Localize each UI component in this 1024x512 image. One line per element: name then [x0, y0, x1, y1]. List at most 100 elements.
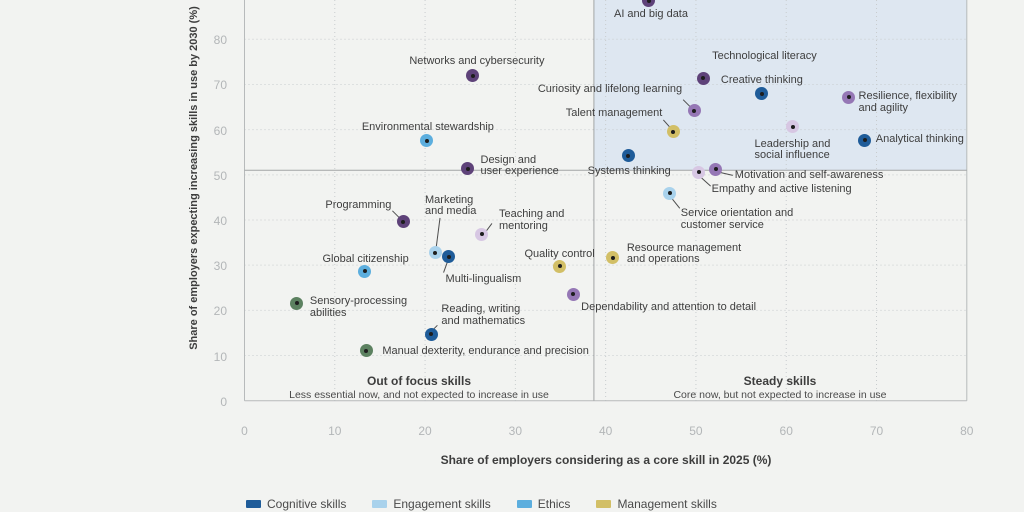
legend-swatch-icon	[516, 500, 532, 508]
point-label: Resilience, flexibility and agility	[858, 90, 957, 114]
data-point-center	[713, 167, 718, 172]
point-label: Sensory-processing abilities	[309, 295, 408, 319]
x-tick-label: 50	[689, 424, 703, 438]
data-point[interactable]	[358, 264, 372, 278]
data-point-center	[610, 255, 615, 260]
data-point-center	[470, 73, 475, 78]
point-label: AI and big data	[613, 7, 688, 20]
data-point[interactable]	[663, 186, 677, 200]
point-label: Multi-lingualism	[445, 272, 522, 285]
data-point-center	[362, 269, 367, 274]
leader-line	[700, 176, 711, 187]
data-point[interactable]	[428, 246, 442, 260]
legend: Cognitive skills Engagement skills Ethics M…	[246, 497, 717, 511]
leader-line	[671, 198, 681, 209]
data-point-center	[479, 232, 484, 237]
data-point[interactable]	[424, 327, 438, 341]
y-tick-label: 10	[213, 349, 227, 364]
data-point[interactable]	[466, 69, 480, 83]
data-point-center	[790, 124, 795, 129]
y-tick-label: 50	[213, 168, 227, 183]
data-point[interactable]	[461, 162, 474, 176]
legend-item-ethics[interactable]: Ethics	[516, 497, 571, 511]
data-point[interactable]	[692, 165, 706, 179]
data-point[interactable]	[696, 71, 710, 85]
x-tick-label: 30	[508, 424, 523, 438]
data-point[interactable]	[566, 287, 580, 301]
data-point[interactable]	[442, 250, 456, 264]
x-tick-label: 40	[598, 424, 613, 438]
point-label: Quality control	[524, 248, 595, 261]
data-point[interactable]	[475, 227, 489, 241]
point-label: Manual dexterity, endurance and precisio…	[382, 344, 589, 357]
quadrant-subtitle: Less essential now, and not expected to …	[289, 389, 549, 401]
data-point-center	[667, 191, 672, 196]
data-point[interactable]	[553, 259, 567, 273]
data-point[interactable]	[755, 87, 769, 101]
quadrant-title: Steady skills	[743, 374, 817, 388]
x-tick-label: 20	[418, 424, 432, 438]
point-label: Resource management and operations	[626, 241, 742, 266]
data-point-center	[446, 254, 451, 259]
legend-item-cognitive-skills[interactable]: Cognitive skills	[246, 497, 346, 511]
legend-swatch-icon	[246, 500, 261, 508]
data-point-center	[424, 138, 429, 143]
data-point-center	[701, 76, 706, 81]
x-tick-label: 70	[869, 424, 884, 438]
leader-line	[719, 171, 733, 176]
data-point[interactable]	[786, 120, 800, 134]
legend-label: Engagement skills	[393, 497, 491, 511]
data-point-center	[294, 301, 299, 306]
data-point[interactable]	[666, 125, 680, 139]
data-point-center	[862, 138, 867, 143]
point-label: Environmental stewardship	[361, 120, 494, 133]
data-point[interactable]	[359, 344, 373, 358]
data-point-center	[671, 129, 676, 134]
x-tick-label: 0	[241, 424, 248, 438]
point-label: Technological literacy	[712, 50, 817, 63]
leader-line	[443, 261, 449, 273]
data-point-center	[364, 348, 369, 353]
point-label: Creative thinking	[720, 73, 803, 86]
data-point-center	[646, 0, 651, 3]
y-tick-label: 30	[213, 259, 227, 274]
point-label: Reading, writing and mathematics	[441, 303, 526, 327]
data-point[interactable]	[420, 134, 434, 148]
data-point[interactable]	[687, 104, 701, 118]
y-tick-label: 60	[213, 123, 227, 138]
point-label: Motivation and self-awareness	[734, 169, 884, 182]
legend-swatch-icon	[596, 500, 612, 508]
x-tick-label: 60	[779, 424, 793, 438]
data-point-center	[696, 170, 701, 175]
data-point[interactable]	[290, 296, 304, 310]
legend-item-management-skills[interactable]: Management skills	[596, 497, 717, 511]
point-label: Talent management	[565, 106, 663, 119]
data-point[interactable]	[396, 215, 410, 229]
y-tick-label: 40	[213, 214, 227, 228]
y-tick-label: 80	[213, 33, 227, 48]
point-label: Design and user experience	[480, 153, 559, 178]
data-point[interactable]	[842, 90, 856, 104]
legend-label: Ethics	[537, 497, 571, 511]
data-point-center	[433, 250, 437, 255]
data-point-center	[692, 108, 697, 113]
data-point[interactable]	[709, 162, 723, 176]
legend-item-engagement-skills[interactable]: Engagement skills	[372, 497, 491, 511]
data-point-center	[759, 91, 764, 96]
legend-swatch-icon	[372, 500, 388, 508]
data-point[interactable]	[642, 0, 656, 8]
quadrant-subtitle: Core now, but not expected to increase i…	[673, 389, 887, 401]
data-point[interactable]	[621, 149, 635, 163]
point-label: Leadership and social influence	[754, 137, 831, 162]
data-point[interactable]	[606, 251, 620, 265]
y-axis-title: Share of employers expecting increasing …	[188, 6, 200, 350]
point-label: Empathy and active listening	[711, 183, 852, 196]
point-label: Systems thinking	[587, 164, 671, 177]
data-point[interactable]	[858, 133, 872, 147]
leader-line	[435, 217, 441, 250]
point-label: Analytical thinking	[875, 133, 964, 146]
y-tick-label: 20	[213, 304, 227, 319]
point-label: Programming	[325, 198, 392, 211]
x-tick-label: 10	[328, 424, 342, 438]
